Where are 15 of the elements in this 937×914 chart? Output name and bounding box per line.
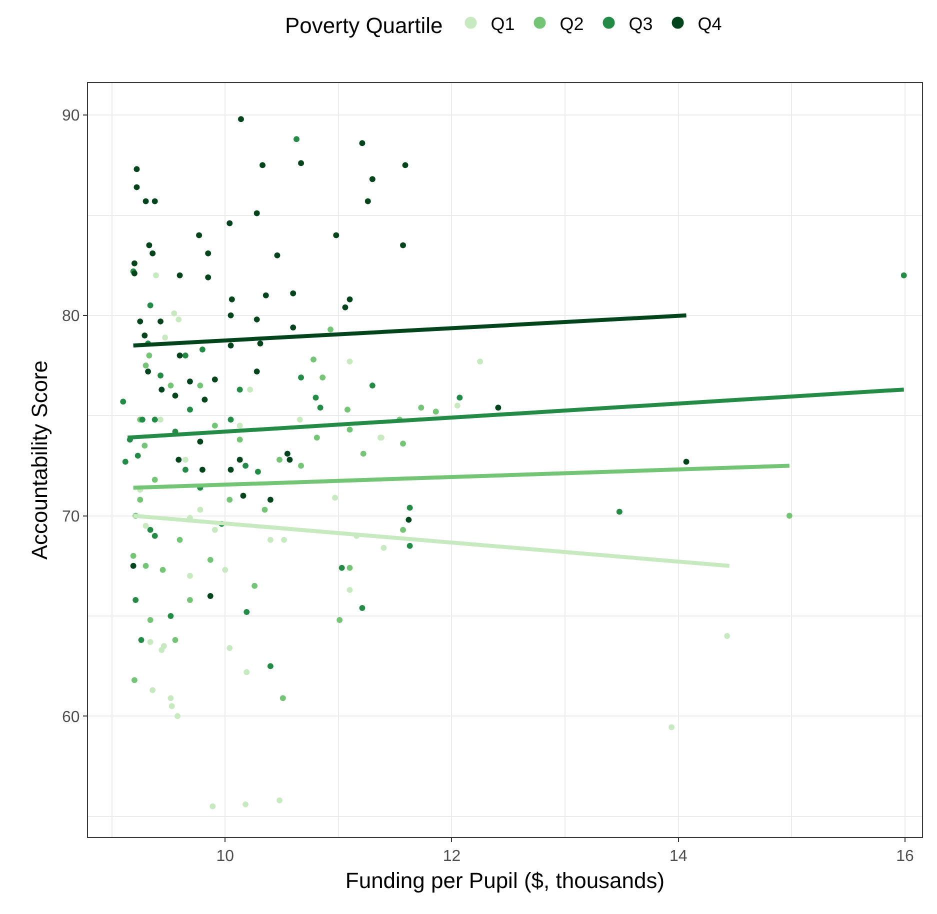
x-axis-title: Funding per Pupil ($, thousands) [345,868,665,894]
y-axis-title: Accountability Score [26,360,52,560]
legend-title: Poverty Quartile [285,13,443,38]
legend-label: Q2 [560,14,584,34]
legend-label: Q1 [490,14,515,34]
legend-label: Q3 [628,14,653,34]
y-tick-label: 60 [62,708,80,726]
x-tick-label: 16 [896,848,914,866]
y-tick-label: 90 [62,108,80,125]
x-tick-label: 10 [216,848,234,866]
x-tick-label: 14 [669,848,688,866]
legend-label: Q4 [698,14,722,34]
y-tick-label: 80 [62,308,80,326]
x-tick-label: 12 [442,848,461,866]
y-tick-label: 70 [62,508,80,526]
